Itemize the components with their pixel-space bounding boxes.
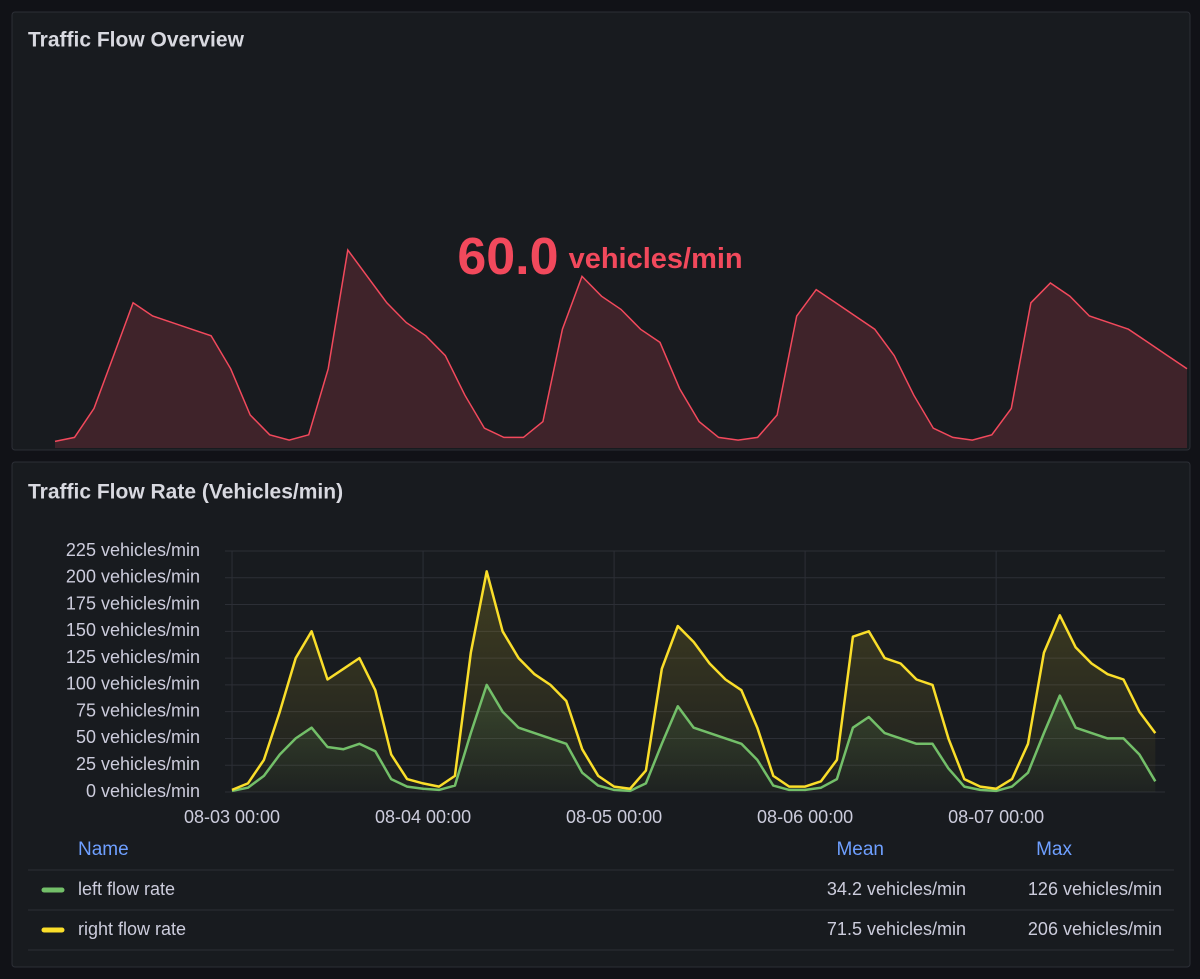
legend-name: left flow rate bbox=[78, 879, 175, 899]
x-tick-label: 08-05 00:00 bbox=[566, 807, 662, 827]
x-tick-label: 08-07 00:00 bbox=[948, 807, 1044, 827]
sparkline-area bbox=[55, 250, 1187, 448]
legend-max: 126 vehicles/min bbox=[1028, 879, 1162, 899]
series-area bbox=[232, 571, 1156, 792]
legend-header: Name bbox=[78, 839, 129, 860]
panel-title: Traffic Flow Overview bbox=[28, 29, 245, 52]
x-tick-label: 08-03 00:00 bbox=[184, 807, 280, 827]
legend-header: Max bbox=[1036, 839, 1072, 860]
legend-header: Mean bbox=[836, 839, 884, 860]
y-tick-label: 200 vehicles/min bbox=[66, 567, 200, 587]
legend: Name Mean Max left flow rate 34.2 vehicles/m… bbox=[28, 839, 1174, 951]
legend-name: right flow rate bbox=[78, 919, 186, 939]
legend-mean: 34.2 vehicles/min bbox=[827, 879, 966, 899]
series-line bbox=[231, 570, 1157, 792]
stat-value: 60.0 vehicles/min bbox=[457, 228, 742, 286]
legend-mean: 71.5 vehicles/min bbox=[827, 919, 966, 939]
series-line bbox=[231, 683, 1157, 793]
y-tick-label: 175 vehicles/min bbox=[66, 593, 200, 613]
y-tick-label: 150 vehicles/min bbox=[66, 620, 200, 640]
y-tick-label: 0 vehicles/min bbox=[86, 781, 200, 801]
plot: 0 vehicles/min 25 vehicles/min 50 vehicles… bbox=[66, 540, 1165, 827]
sparkline-line bbox=[54, 248, 1188, 443]
legend-max: 206 vehicles/min bbox=[1028, 919, 1162, 939]
x-tick-label: 08-06 00:00 bbox=[757, 807, 853, 827]
y-tick-label: 75 vehicles/min bbox=[76, 700, 200, 720]
y-tick-label: 125 vehicles/min bbox=[66, 647, 200, 667]
panel bbox=[11, 11, 1191, 451]
y-tick-label: 100 vehicles/min bbox=[66, 674, 200, 694]
stat-unit: vehicles/min bbox=[569, 243, 743, 275]
y-tick-label: 25 vehicles/min bbox=[76, 754, 200, 774]
stat-number: 60.0 bbox=[457, 228, 558, 286]
y-tick-label: 50 vehicles/min bbox=[76, 727, 200, 747]
panel-title: Traffic Flow Rate (Vehicles/min) bbox=[28, 481, 343, 504]
y-tick-label: 225 vehicles/min bbox=[66, 540, 200, 560]
sparkline bbox=[54, 248, 1188, 448]
series-area bbox=[232, 684, 1156, 792]
panel bbox=[11, 461, 1191, 968]
x-tick-label: 08-04 00:00 bbox=[375, 807, 471, 827]
